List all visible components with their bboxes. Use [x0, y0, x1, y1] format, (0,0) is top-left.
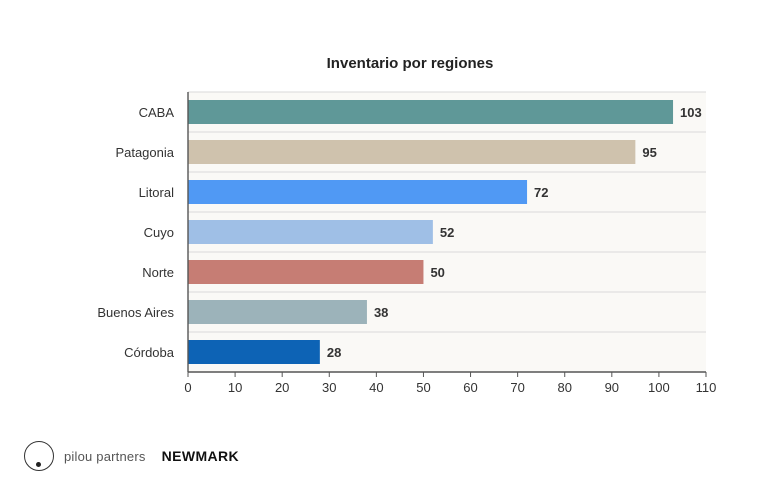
x-tick-label: 10 [228, 380, 242, 395]
bar [188, 260, 424, 284]
category-label: Buenos Aires [97, 305, 174, 320]
x-tick-label: 110 [696, 380, 717, 395]
bar [188, 300, 367, 324]
pilou-logo-dot [36, 462, 41, 467]
pilou-logo-icon [24, 441, 54, 471]
bar [188, 140, 636, 164]
chart-title: Inventario por regiones [327, 55, 494, 72]
data-label: 103 [680, 105, 702, 120]
bar [188, 220, 433, 244]
x-tick-label: 70 [510, 380, 524, 395]
x-tick-label: 40 [369, 380, 383, 395]
data-label: 72 [534, 185, 548, 200]
newmark-brand-text: NEWMARK [161, 448, 240, 464]
category-label: CABA [139, 105, 175, 120]
data-label: 28 [327, 345, 341, 360]
data-label: 52 [440, 225, 454, 240]
x-tick-label: 90 [605, 380, 619, 395]
x-tick-label: 30 [322, 380, 336, 395]
data-label: 50 [430, 265, 444, 280]
bar [188, 340, 320, 364]
bar-chart: Inventario por regiones CABA 103 Patagonia… [97, 55, 717, 395]
x-tick-label: 100 [648, 380, 670, 395]
category-label: Norte [142, 265, 174, 280]
x-tick-label: 0 [184, 380, 191, 395]
footer-logos: pilou partners NEWMARK [24, 436, 239, 476]
x-tick-label: 50 [416, 380, 430, 395]
category-label: Cuyo [144, 225, 174, 240]
x-tick-label: 60 [463, 380, 477, 395]
pilou-brand-text: pilou partners [64, 448, 146, 464]
x-tick-label: 80 [557, 380, 571, 395]
category-label: Litoral [139, 185, 175, 200]
bar [188, 180, 528, 204]
category-label: Patagonia [115, 145, 174, 160]
x-tick-label: 20 [275, 380, 289, 395]
data-label: 95 [642, 145, 656, 160]
bar [188, 100, 674, 124]
data-label: 38 [374, 305, 388, 320]
plot-area: CABA 103 Patagonia 95 Litoral 72 Cuyo 52 Norte 50… [97, 91, 717, 395]
category-label: Córdoba [124, 345, 175, 360]
